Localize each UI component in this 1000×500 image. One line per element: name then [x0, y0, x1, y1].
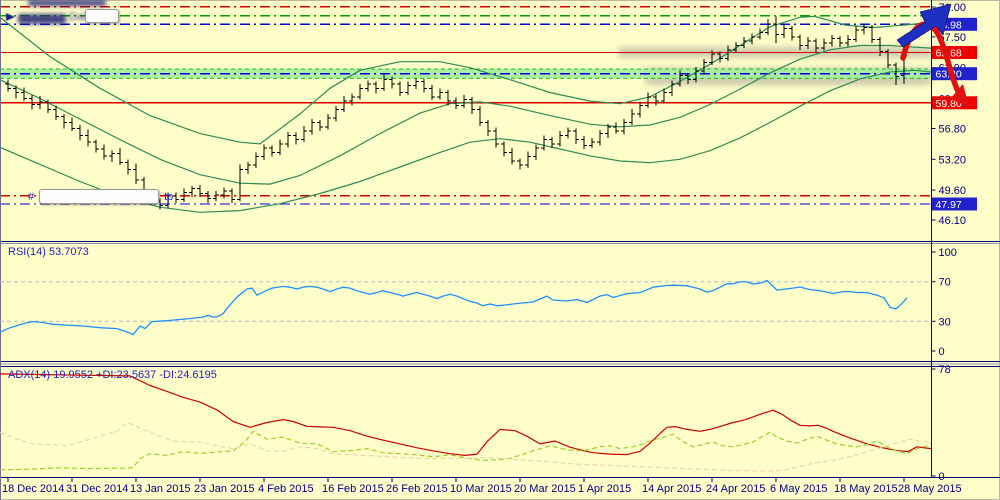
ohlc-bars	[5, 16, 907, 210]
lower-band-line	[0, 69, 932, 213]
blue-up-arrow	[896, 3, 952, 48]
rsi-line	[0, 279, 908, 336]
date-label: 18 Dec 2014	[2, 483, 64, 495]
upper-band-line	[0, 15, 932, 145]
price-badge	[932, 67, 977, 81]
adx-panel	[0, 373, 932, 472]
adx-series-plusDI	[0, 430, 932, 471]
date-label: 13 Jan 2015	[130, 483, 191, 495]
adx-series-ADX	[0, 373, 932, 456]
price-badge-value: 47.97	[936, 199, 962, 211]
price-tick-label: 46.10	[939, 215, 967, 227]
price-badge	[932, 197, 977, 211]
date-label: 6 May 2015	[770, 483, 827, 495]
price-tick-label: 49.60	[939, 185, 967, 197]
date-label: 20 Mar 2015	[514, 483, 576, 495]
date-axis: 18 Dec 2014 31 Dec 2014 13 Jan 2015 23 Jan …	[2, 477, 962, 495]
rsi-tick-label: 30	[939, 316, 951, 328]
price-tick-label: 53.20	[939, 154, 967, 166]
red-down-arrow-head	[950, 84, 969, 107]
date-label: 1 Apr 2015	[578, 483, 631, 495]
rsi-tick-label: 100	[939, 247, 957, 259]
date-label: 24 Apr 2015	[706, 483, 765, 495]
date-label: 18 May 2015	[834, 483, 898, 495]
middle-band-line	[0, 44, 932, 185]
price-panel	[0, 5, 932, 213]
adx-tick-label: 78	[939, 364, 951, 376]
date-label: 28 May 2015	[898, 483, 962, 495]
date-label: 14 Apr 2015	[642, 483, 701, 495]
adx-tick-label: 0	[939, 471, 945, 483]
date-label: 16 Feb 2015	[322, 483, 384, 495]
date-label: 26 Feb 2015	[386, 483, 448, 495]
price-tick-label: 67.50	[939, 32, 967, 44]
adx-series-minusDI	[0, 421, 932, 472]
rsi-panel	[0, 279, 932, 336]
rsi-tick-label: 0	[939, 346, 945, 358]
date-label: 31 Dec 2014	[66, 483, 128, 495]
price-tick-label: 56.80	[939, 124, 967, 136]
date-label: 4 Feb 2015	[258, 483, 314, 495]
rsi-tick-label: 70	[939, 277, 951, 289]
date-label: 10 Mar 2015	[450, 483, 512, 495]
date-label: 23 Jan 2015	[194, 483, 255, 495]
